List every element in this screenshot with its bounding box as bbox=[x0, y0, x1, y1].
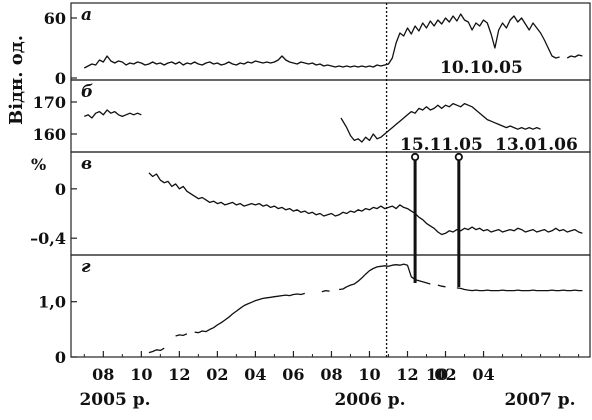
y-tick-label: 1,0 bbox=[38, 293, 66, 312]
x-tick-label: 12 bbox=[168, 365, 190, 384]
y-tick-label: 0 bbox=[55, 348, 66, 367]
series-line bbox=[339, 263, 431, 291]
date-annotation: 10.10.05 bbox=[440, 58, 523, 78]
panel-frame bbox=[70, 151, 591, 256]
series-line bbox=[566, 54, 583, 59]
series-line bbox=[175, 333, 188, 337]
y-tick-label: –0,4 bbox=[30, 229, 66, 248]
x-tick-label: 04 bbox=[244, 365, 266, 384]
x-tick-label: 06 bbox=[282, 365, 304, 384]
x-year-label: 2006 р. bbox=[334, 390, 405, 410]
panel-1: 0 60 а 10.10.05 bbox=[44, 2, 591, 88]
event-stem-head bbox=[454, 152, 463, 162]
x-tick-label: 08 bbox=[320, 365, 342, 384]
panel-letter: б bbox=[81, 82, 93, 102]
panel-2: 160 170 б 15.11.05 13.01.06 bbox=[33, 79, 591, 155]
x-tick-label: 04 bbox=[472, 365, 494, 384]
x-tick-label: 02 bbox=[206, 365, 228, 384]
series-line bbox=[148, 347, 165, 354]
y-axis-title: Відн. од. bbox=[6, 35, 27, 125]
y-tick-label: 60 bbox=[44, 9, 66, 28]
date-annotation-right: 13.01.06 bbox=[495, 135, 578, 155]
series-line bbox=[340, 102, 541, 143]
panel-3: 0 –0,4 в% bbox=[30, 151, 591, 256]
y-tick-label: 0 bbox=[55, 180, 66, 199]
series-line bbox=[84, 109, 142, 119]
panel-letter: а bbox=[81, 5, 92, 25]
y-tick-label: 0 bbox=[55, 69, 66, 88]
x-tick-label: 10 bbox=[358, 365, 380, 384]
panel-letter: г bbox=[81, 257, 91, 277]
series-line bbox=[437, 284, 446, 288]
x-tick-label: 10 bbox=[130, 365, 152, 384]
y-tick-label: 160 bbox=[33, 125, 66, 144]
x-tick-label: 08 bbox=[92, 365, 114, 384]
series-line bbox=[321, 289, 330, 293]
event-stem-head bbox=[410, 152, 420, 162]
panel-frame bbox=[70, 254, 591, 358]
date-annotation: 15.11.05 bbox=[400, 135, 483, 155]
x-year-label: 2005 р. bbox=[79, 390, 150, 410]
series-line bbox=[456, 287, 583, 292]
series-line bbox=[148, 172, 583, 236]
x-year-label: 2007 р. bbox=[504, 390, 575, 410]
panel-letter: в bbox=[81, 154, 92, 174]
event-marker-label: 10 bbox=[426, 365, 448, 384]
x-tick-label: 02 bbox=[434, 365, 456, 384]
series-line bbox=[194, 292, 305, 334]
y-tick-label: 170 bbox=[33, 93, 66, 112]
unit-label: % bbox=[31, 155, 46, 174]
series-line bbox=[83, 13, 560, 69]
x-tick-label: 12 bbox=[396, 365, 418, 384]
panel-4: 0 1,0 г bbox=[38, 254, 591, 367]
